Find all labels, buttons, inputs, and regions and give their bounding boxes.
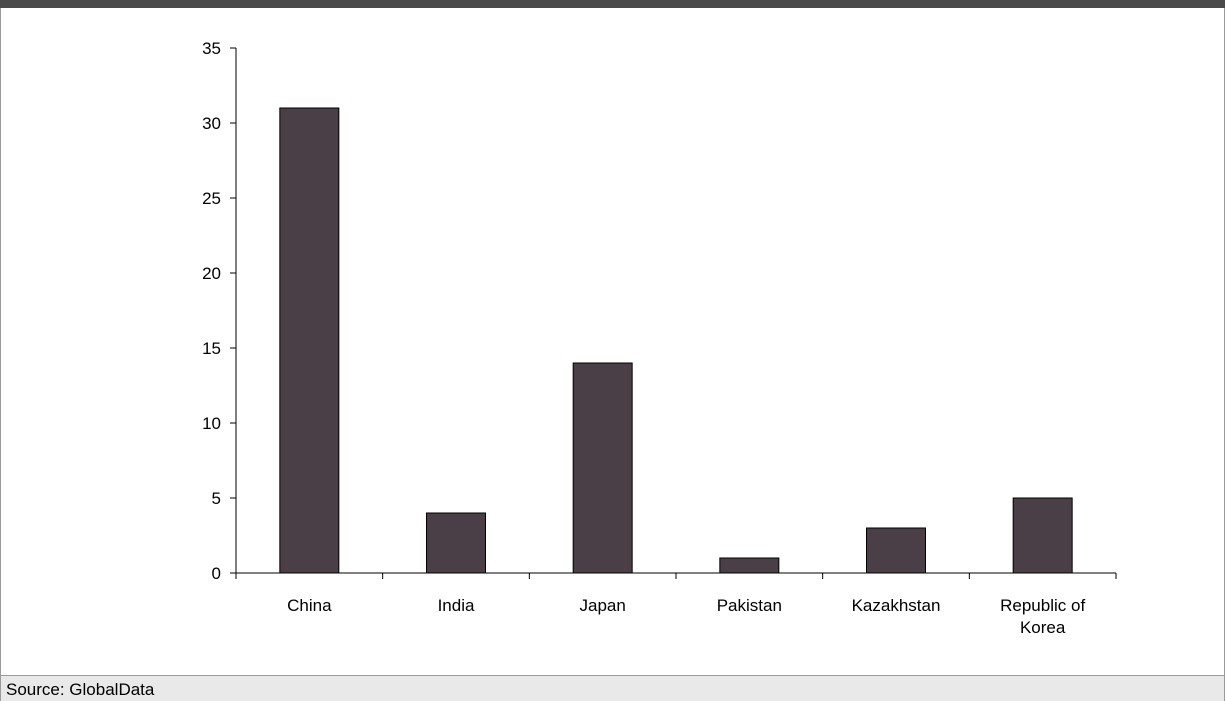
source-footer: Source: GlobalData <box>0 675 1225 701</box>
x-category-label: Republic of <box>1000 596 1085 615</box>
bar-pakistan <box>719 557 780 574</box>
x-category-label: China <box>287 596 332 615</box>
bar-republic-of-korea <box>1012 497 1073 574</box>
source-label: Source: GlobalData <box>6 680 155 699</box>
x-category-label: India <box>438 596 475 615</box>
y-tick-label: 25 <box>202 189 221 208</box>
y-tick-label: 5 <box>212 489 221 508</box>
y-tick-label: 20 <box>202 264 221 283</box>
header-bar <box>0 0 1225 8</box>
x-category-label: Korea <box>1020 618 1066 637</box>
y-tick-label: 35 <box>202 39 221 58</box>
y-tick-label: 30 <box>202 114 221 133</box>
bar-india <box>426 512 486 574</box>
x-category-label: Pakistan <box>717 596 782 615</box>
bar-chart: 0 5 10 15 20 25 30 35 China India Japan Pakistan Kaz… <box>202 39 1117 637</box>
bar-kazakhstan <box>866 527 926 574</box>
bar-china <box>279 107 340 574</box>
chart-frame: 0 5 10 15 20 25 30 35 China India Japan Pakistan Kaz… <box>0 8 1225 675</box>
y-tick-label: 10 <box>202 414 221 433</box>
x-category-label: Japan <box>580 596 626 615</box>
bar-japan <box>572 362 633 574</box>
x-category-label: Kazakhstan <box>852 596 941 615</box>
y-tick-label: 15 <box>202 339 221 358</box>
y-tick-label: 0 <box>212 564 221 583</box>
